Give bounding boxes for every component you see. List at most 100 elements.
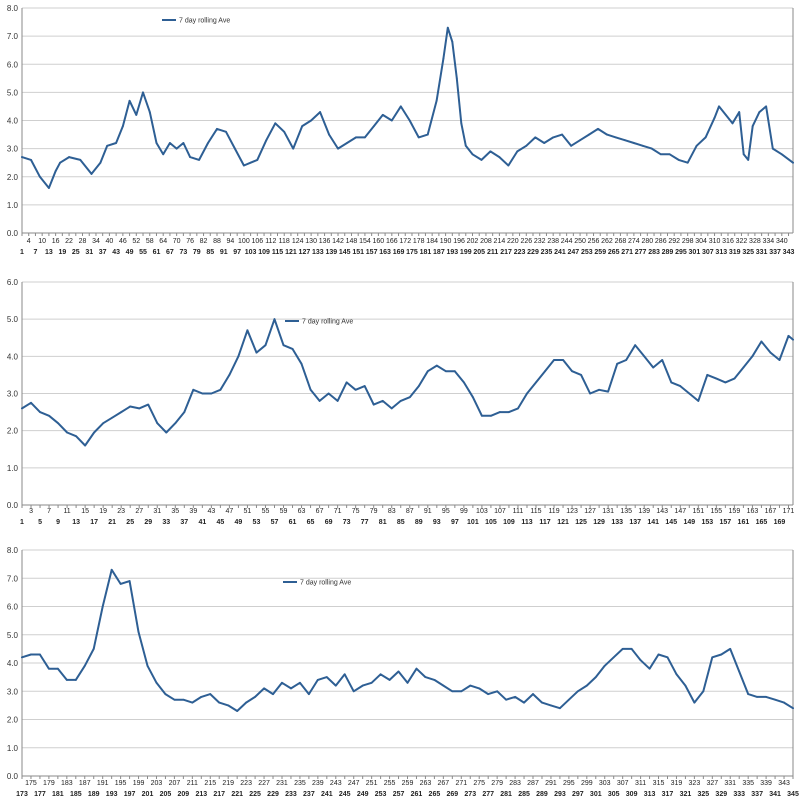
chart3-data-point [666, 656, 669, 659]
chart2-x-tick-label: 107 [494, 508, 506, 515]
chart2-data-point [787, 334, 790, 337]
chart3-data-point [21, 656, 23, 659]
chart2-data-point [174, 422, 177, 425]
chart1-data-point [274, 122, 277, 125]
chart3-data-point [496, 690, 499, 693]
chart1-data-point [738, 111, 741, 113]
chart1-x-tick-label: 142 [332, 238, 344, 245]
chart3-x-tick-label: 263 [420, 780, 432, 787]
chart1-data-point [155, 142, 158, 144]
chart1-data-point [668, 153, 671, 156]
chart1-x-tick-label: 70 [173, 238, 181, 245]
chart3-x-tick-label: 195 [115, 780, 127, 787]
chart2-x-tick-label: 127 [584, 508, 596, 515]
chart3-x-tick-label: 175 [25, 780, 37, 787]
chart3-x-tick-label: 317 [662, 791, 674, 798]
chart1-x-tick-label: 64 [159, 238, 167, 245]
chart3-data-point [720, 653, 723, 656]
chart1-x-tick-label: 181 [420, 249, 432, 256]
chart1-data-point [364, 136, 366, 139]
chart1-legend-label: 7 day rolling Ave [179, 18, 230, 25]
chart2-data-point [237, 355, 240, 358]
chart1-data-point [632, 142, 635, 144]
chart2-data-point [580, 374, 582, 376]
chart3-x-tick-label: 227 [258, 780, 270, 787]
chart1-x-tick-label: 118 [279, 238, 290, 245]
chart3-x-tick-label: 203 [151, 780, 163, 787]
chart1-x-tick-label: 325 [742, 249, 754, 256]
chart3-x-tick-label: 337 [751, 791, 763, 798]
chart1-x-tick-label: 25 [72, 249, 80, 256]
chart1-x-tick-label: 301 [689, 249, 701, 256]
chart2-x-tick-label: 143 [656, 508, 668, 515]
chart3-x-tick-label: 275 [473, 780, 485, 787]
chart1-data-point [747, 158, 750, 161]
chart1-series-line [21, 26, 794, 189]
chart2-x-tick-label: 21 [108, 519, 116, 526]
chart1-x-tick-label: 307 [702, 249, 714, 256]
chart3-x-tick-label: 239 [312, 780, 324, 787]
chart2-x-tick-label: 89 [415, 519, 423, 526]
chart1-data-point [310, 119, 313, 122]
chart3-data-point [254, 696, 256, 698]
chart1-data-point [162, 153, 165, 156]
chart3-y-tick-label: 6.0 [7, 603, 19, 612]
chart3-data-point [451, 690, 454, 693]
chart2-x-tick-label: 155 [711, 508, 723, 515]
chart2-data-point [246, 329, 249, 332]
chart1-data-point [328, 133, 330, 136]
chart1-data-point [148, 111, 151, 113]
chart2-x-tick-label: 35 [171, 508, 179, 515]
chart2-y-tick-label: 4.0 [7, 352, 19, 361]
chart2-x-tick-label: 49 [235, 519, 243, 526]
chart2-data-point [589, 392, 592, 395]
chart3-data-point [182, 698, 185, 701]
chart3-data-point [675, 673, 678, 676]
chart1-y-tick-label: 1.0 [7, 201, 19, 210]
chart1-data-point [677, 158, 680, 161]
chart2-data-point [679, 385, 682, 387]
chart3-x-tick-label: 297 [572, 791, 584, 798]
chart2-data-point [733, 377, 736, 380]
chart1-x-tick-label: 283 [648, 249, 660, 256]
chart2-x-tick-label: 71 [334, 508, 342, 515]
chart1-x-tick-label: 238 [547, 238, 559, 245]
chart1-x-tick-label: 139 [325, 249, 337, 256]
chart2-x-tick-label: 99 [460, 508, 468, 515]
chart3-data-point [756, 696, 759, 698]
chart3-x-tick-label: 295 [563, 780, 575, 787]
chart3-x-tick-label: 259 [402, 780, 414, 787]
chart1-x-tick-label: 250 [574, 238, 586, 245]
chart3-data-point [415, 667, 418, 670]
chart2-x-tick-label: 27 [135, 508, 143, 515]
chart1-data-point [498, 156, 501, 158]
chart3-data-point [684, 684, 687, 687]
chart1-x-tick-label: 172 [399, 238, 411, 245]
chart1-x-tick-label: 304 [695, 238, 707, 245]
chart1-data-point [319, 111, 321, 113]
chart2-data-point [490, 414, 492, 417]
chart2-data-point [778, 359, 781, 361]
chart1-data-point [54, 170, 57, 173]
chart3-x-tick-label: 189 [88, 791, 100, 798]
chart1-x-tick-label: 79 [193, 249, 201, 256]
chart3-data-point [594, 676, 597, 679]
chart2-x-tick-label: 163 [747, 508, 759, 515]
chart3-data-point [567, 698, 570, 701]
chart1-x-tick-label: 205 [473, 249, 485, 256]
chart3-x-tick-label: 215 [204, 780, 216, 787]
chart1-x-tick-label: 226 [520, 238, 532, 245]
chart3-legend: 7 day rolling Ave [283, 580, 351, 587]
chart1-x-tick-label: 124 [292, 238, 304, 245]
chart2-x-tick-label: 85 [397, 519, 405, 526]
chart1-x-tick-label: 253 [581, 249, 593, 256]
chart3-x-tick-label: 243 [330, 780, 342, 787]
chart1-data-point [265, 139, 268, 142]
chart3-x-tick-label: 309 [626, 791, 638, 798]
chart1-data-point [543, 142, 546, 144]
chart1-x-tick-label: 187 [433, 249, 445, 256]
chart1-x-tick-label: 115 [272, 249, 283, 256]
chart3-data-point [487, 693, 490, 695]
chart3-data-point [505, 698, 508, 701]
chart1-x-tick-label: 292 [668, 238, 680, 245]
